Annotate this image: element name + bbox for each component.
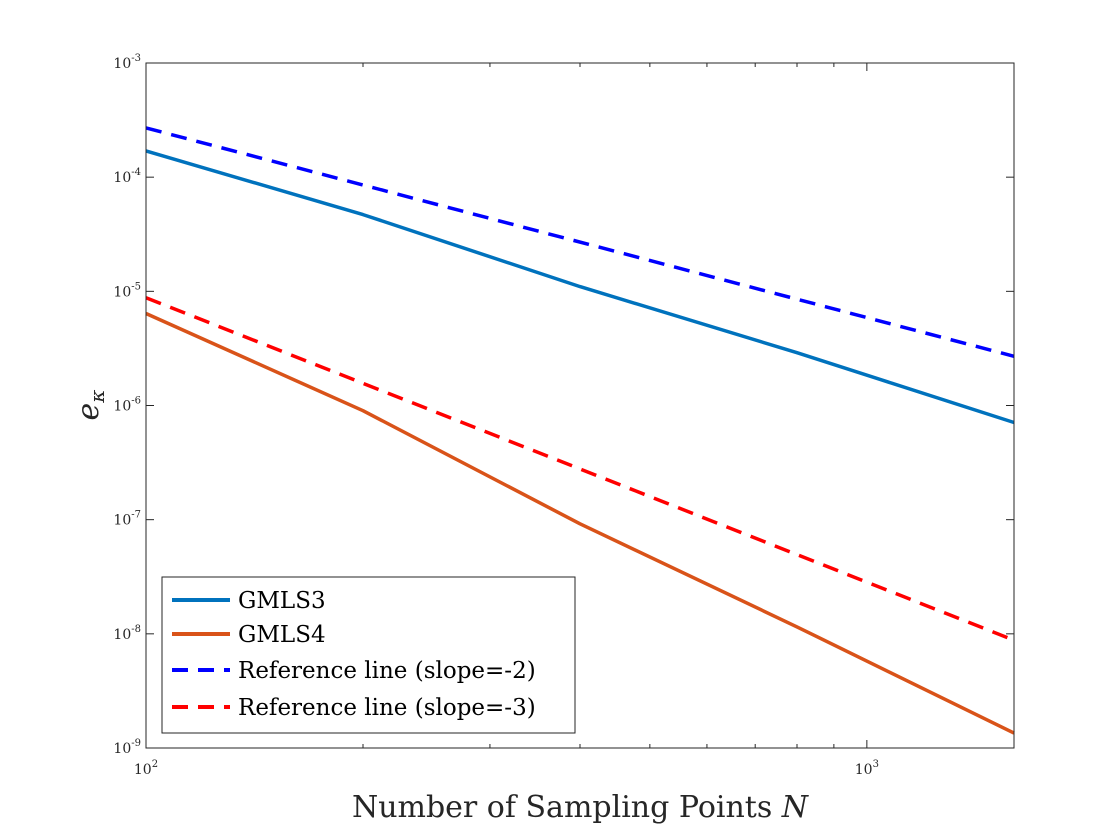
series-line-2 (145, 126, 1015, 358)
legend-label-ref-slope-3: Reference line (slope=-3) (238, 695, 536, 721)
y-tick-label-0: 10-9 (113, 738, 141, 757)
y-tick-label-1: 10-8 (113, 624, 141, 643)
x-axis-label-var: N (781, 790, 810, 825)
y-axis-label: eκ (71, 390, 109, 421)
x-tick-label-1: 103 (855, 759, 879, 778)
y-tick-label-2: 10-7 (113, 510, 141, 529)
series-layer (145, 126, 1015, 735)
plot-frame (145, 62, 1015, 749)
y-tick-label-4: 10-5 (113, 281, 141, 300)
legend-label-gmls4: GMLS4 (238, 622, 326, 648)
x-tick-label-0: 102 (134, 759, 158, 778)
legend: GMLS3 GMLS4 Reference line (slope=-2) Re… (161, 576, 576, 734)
x-axis-label: Number of Sampling Points N (352, 790, 810, 825)
y-axis-label-var: e (71, 403, 106, 421)
series-line-0 (145, 149, 1015, 425)
y-tick-label-5: 10-4 (113, 167, 141, 186)
y-tick-label-3: 10-6 (113, 396, 141, 415)
x-axis-label-text: Number of Sampling Points (352, 790, 772, 825)
legend-label-ref-slope-2: Reference line (slope=-2) (238, 658, 536, 684)
y-tick-label-6: 10-3 (113, 53, 141, 72)
legend-box (161, 576, 576, 734)
legend-label-gmls3: GMLS3 (238, 588, 326, 614)
y-axis-label-sub: κ (85, 390, 109, 404)
series-line-1 (145, 311, 1015, 735)
tick-labels: 102 103 10-9 10-8 10-7 10-6 10-5 10-4 10-3 (113, 53, 879, 778)
